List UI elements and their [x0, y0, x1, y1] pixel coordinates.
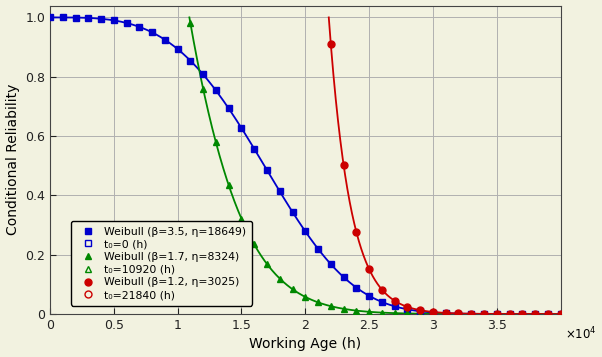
Weibull (β=3.5, η=18649) — [365, 294, 373, 298]
X-axis label: Working Age (h): Working Age (h) — [249, 337, 361, 351]
Weibull (β=1.7, η=8324) — [532, 312, 539, 316]
Weibull (β=1.2, η=3025) — [455, 311, 462, 316]
Weibull (β=1.2, η=3025) — [519, 312, 526, 316]
Weibull (β=3.5, η=18649) — [72, 15, 79, 20]
Weibull (β=1.7, η=8324) — [302, 295, 309, 299]
Weibull (β=3.5, η=18649) — [302, 229, 309, 233]
Weibull (β=3.5, η=18649) — [404, 307, 411, 311]
Weibull (β=1.2, η=3025) — [365, 267, 373, 271]
Weibull (β=1.2, η=3025) — [442, 311, 449, 315]
Weibull (β=1.2, η=3025) — [557, 312, 564, 316]
Weibull (β=1.7, η=8324) — [213, 140, 220, 145]
Weibull (β=3.5, η=18649) — [391, 304, 399, 308]
Weibull (β=3.5, η=18649) — [468, 312, 475, 316]
Weibull (β=3.5, η=18649) — [442, 311, 449, 315]
Weibull (β=1.2, η=3025) — [327, 42, 335, 46]
Weibull (β=1.7, η=8324) — [404, 311, 411, 316]
Weibull (β=3.5, η=18649) — [455, 312, 462, 316]
Weibull (β=1.7, η=8324) — [468, 312, 475, 316]
Weibull (β=3.5, η=18649) — [557, 312, 564, 316]
Weibull (β=1.7, η=8324) — [289, 287, 296, 291]
Weibull (β=3.5, η=18649) — [429, 310, 436, 315]
Legend: Weibull (β=3.5, η=18649), t₀=0 (h), Weibull (β=1.7, η=8324), t₀=10920 (h), Weibu: Weibull (β=3.5, η=18649), t₀=0 (h), Weib… — [70, 221, 252, 306]
Weibull (β=1.2, η=3025) — [353, 230, 360, 234]
Weibull (β=1.7, η=8324) — [480, 312, 488, 316]
Weibull (β=3.5, η=18649) — [213, 88, 220, 92]
Weibull (β=1.7, η=8324) — [417, 312, 424, 316]
Weibull (β=3.5, η=18649) — [480, 312, 488, 316]
Weibull (β=1.2, η=3025) — [404, 305, 411, 309]
Weibull (β=3.5, η=18649) — [263, 168, 270, 172]
Weibull (β=1.7, η=8324) — [314, 300, 321, 305]
Weibull (β=1.7, η=8324) — [493, 312, 500, 316]
Weibull (β=1.2, η=3025) — [429, 310, 436, 314]
Weibull (β=1.7, η=8324) — [353, 308, 360, 313]
Weibull (β=1.2, η=3025) — [544, 312, 551, 316]
Line: Weibull (β=3.5, η=18649): Weibull (β=3.5, η=18649) — [46, 14, 564, 317]
Line: Weibull (β=1.7, η=8324): Weibull (β=1.7, η=8324) — [187, 20, 564, 317]
Weibull (β=3.5, η=18649) — [174, 47, 181, 51]
Weibull (β=3.5, η=18649) — [98, 17, 105, 21]
Weibull (β=3.5, η=18649) — [199, 72, 206, 77]
Weibull (β=3.5, η=18649) — [123, 21, 130, 25]
Weibull (β=1.7, η=8324) — [187, 21, 194, 25]
Weibull (β=1.2, η=3025) — [468, 312, 475, 316]
Weibull (β=1.7, η=8324) — [276, 276, 284, 281]
Weibull (β=3.5, η=18649) — [187, 59, 194, 63]
Line: Weibull (β=1.2, η=3025): Weibull (β=1.2, η=3025) — [327, 41, 564, 317]
Weibull (β=1.2, η=3025) — [480, 312, 488, 316]
Weibull (β=3.5, η=18649) — [46, 15, 54, 20]
Weibull (β=1.7, η=8324) — [519, 312, 526, 316]
Weibull (β=3.5, η=18649) — [85, 16, 92, 20]
Weibull (β=1.7, η=8324) — [250, 242, 258, 247]
Weibull (β=3.5, η=18649) — [378, 300, 385, 304]
Weibull (β=1.2, η=3025) — [417, 308, 424, 312]
Weibull (β=1.7, η=8324) — [391, 311, 399, 315]
Weibull (β=3.5, η=18649) — [289, 210, 296, 214]
Weibull (β=1.7, η=8324) — [557, 312, 564, 316]
Weibull (β=1.7, η=8324) — [327, 304, 335, 308]
Weibull (β=3.5, η=18649) — [135, 25, 143, 29]
Weibull (β=1.7, η=8324) — [225, 183, 232, 187]
Weibull (β=3.5, η=18649) — [327, 262, 335, 266]
Weibull (β=3.5, η=18649) — [250, 147, 258, 151]
Weibull (β=1.7, η=8324) — [365, 310, 373, 314]
Weibull (β=3.5, η=18649) — [314, 247, 321, 251]
Weibull (β=1.7, η=8324) — [544, 312, 551, 316]
Weibull (β=3.5, η=18649) — [276, 189, 284, 193]
Weibull (β=1.7, η=8324) — [429, 312, 436, 316]
Text: $\times 10^4$: $\times 10^4$ — [565, 326, 597, 342]
Weibull (β=1.2, η=3025) — [532, 312, 539, 316]
Weibull (β=1.7, η=8324) — [199, 87, 206, 91]
Y-axis label: Conditional Reliability: Conditional Reliability — [5, 84, 19, 236]
Weibull (β=1.7, η=8324) — [263, 262, 270, 266]
Weibull (β=3.5, η=18649) — [493, 312, 500, 316]
Weibull (β=1.2, η=3025) — [391, 298, 399, 303]
Weibull (β=3.5, η=18649) — [161, 37, 169, 42]
Weibull (β=1.7, η=8324) — [238, 217, 245, 221]
Weibull (β=1.7, η=8324) — [340, 307, 347, 311]
Weibull (β=3.5, η=18649) — [519, 312, 526, 316]
Weibull (β=1.7, η=8324) — [455, 312, 462, 316]
Weibull (β=3.5, η=18649) — [506, 312, 513, 316]
Weibull (β=1.2, η=3025) — [493, 312, 500, 316]
Weibull (β=3.5, η=18649) — [544, 312, 551, 316]
Weibull (β=3.5, η=18649) — [340, 275, 347, 279]
Weibull (β=1.2, η=3025) — [378, 287, 385, 292]
Weibull (β=3.5, η=18649) — [353, 286, 360, 290]
Weibull (β=1.2, η=3025) — [340, 163, 347, 167]
Weibull (β=3.5, η=18649) — [417, 309, 424, 313]
Weibull (β=3.5, η=18649) — [532, 312, 539, 316]
Weibull (β=1.7, η=8324) — [378, 311, 385, 315]
Weibull (β=3.5, η=18649) — [149, 30, 156, 35]
Weibull (β=1.2, η=3025) — [506, 312, 513, 316]
Weibull (β=3.5, η=18649) — [238, 126, 245, 130]
Weibull (β=3.5, η=18649) — [110, 18, 117, 22]
Weibull (β=3.5, η=18649) — [225, 106, 232, 111]
Weibull (β=1.7, η=8324) — [506, 312, 513, 316]
Weibull (β=1.7, η=8324) — [442, 312, 449, 316]
Weibull (β=3.5, η=18649) — [59, 15, 66, 20]
